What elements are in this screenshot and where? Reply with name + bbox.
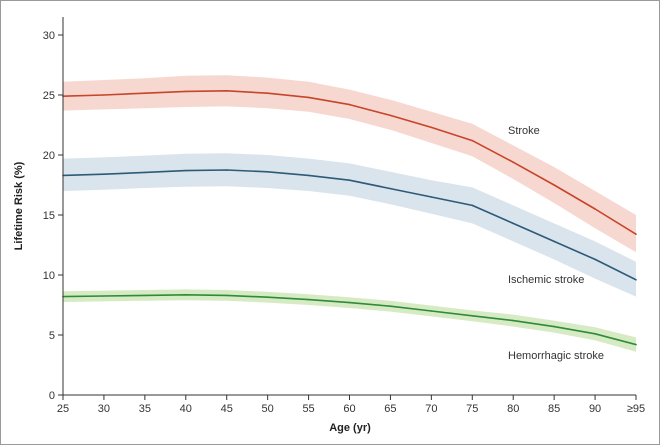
stroke-point	[225, 90, 228, 92]
y-tick-label: 15	[43, 210, 55, 222]
x-tick-label: 80	[507, 403, 519, 415]
x-tick-label: 85	[548, 403, 560, 415]
ischemic-point	[144, 171, 146, 174]
series-lines	[62, 90, 637, 346]
hemorrhagic-point	[389, 305, 392, 308]
hemorrhagic-point	[266, 296, 269, 299]
ischemic-point	[635, 279, 637, 281]
y-tick-label: 5	[49, 330, 55, 342]
hemorrhagic-point	[103, 295, 105, 297]
y-tick-label: 30	[43, 30, 55, 42]
stroke-point	[144, 92, 146, 94]
stroke-point	[430, 126, 433, 129]
x-axis-title: Age (yr)	[329, 422, 371, 434]
stroke-point	[553, 184, 555, 186]
y-tick-label: 25	[43, 90, 55, 102]
x-tick-label: 45	[221, 403, 233, 415]
stroke-point	[103, 94, 105, 96]
hemorrhagic-point	[144, 294, 146, 297]
x-tick-label: 70	[425, 403, 437, 415]
hemorrhagic-point	[594, 333, 596, 335]
y-ticks: 0 5 10 15 20 25 30	[43, 30, 63, 402]
x-tick-label: 25	[57, 403, 69, 415]
stroke-point	[348, 103, 351, 106]
hemorrhagic-stroke-series-label: Hemorrhagic stroke	[508, 350, 604, 362]
ischemic-point	[185, 169, 187, 172]
x-tick-label: 90	[589, 403, 601, 415]
x-tick-label: 75	[466, 403, 478, 415]
ischemic-point	[594, 258, 596, 261]
hemorrhagic-point	[553, 325, 555, 328]
x-tick-label: 35	[139, 403, 151, 415]
x-tick-label: 50	[262, 403, 274, 415]
hemorrhagic-confidence-band	[63, 289, 636, 352]
ischemic-point	[471, 204, 474, 207]
hemorrhagic-point	[635, 343, 637, 346]
x-tick-label: 30	[98, 403, 110, 415]
x-tick-label: 60	[343, 403, 355, 415]
hemorrhagic-point	[430, 310, 433, 312]
hemorrhagic-point	[185, 294, 187, 296]
stroke-confidence-band	[63, 75, 636, 253]
y-tick-label: 20	[43, 150, 55, 162]
axes	[62, 17, 636, 396]
hemorrhagic-point	[512, 319, 514, 322]
y-tick-label: 0	[49, 390, 55, 402]
stroke-point	[307, 96, 310, 99]
hemorrhagic-point	[307, 298, 310, 301]
y-tick-label: 10	[43, 270, 55, 282]
hemorrhagic-point	[225, 294, 228, 297]
stroke-point	[266, 92, 269, 94]
ischemic-point	[512, 222, 514, 225]
x-tick-label: ≥95	[627, 403, 645, 415]
ischemic-point	[103, 173, 105, 175]
ischemic-confidence-band	[63, 153, 636, 297]
stroke-point	[512, 161, 514, 163]
x-ticks: 25 30 35 40 45 50 55 60 65 70 75 80 85 90 ≥95	[57, 395, 645, 415]
ischemic-point	[266, 171, 269, 173]
stroke-point	[389, 114, 392, 117]
ischemic-point	[307, 174, 310, 177]
ischemic-point	[430, 196, 433, 198]
ischemic-point	[389, 187, 392, 190]
x-tick-label: 55	[302, 403, 314, 415]
stroke-point	[635, 233, 637, 235]
confidence-bands	[63, 75, 636, 352]
ischemic-point	[225, 169, 228, 171]
ischemic-point	[348, 179, 351, 181]
ischemic-point	[553, 240, 555, 243]
x-tick-label: 40	[180, 403, 192, 415]
stroke-point	[594, 208, 596, 210]
hemorrhagic-point	[471, 315, 474, 317]
stroke-point	[471, 139, 474, 142]
x-tick-label: 65	[384, 403, 396, 415]
stroke-point	[185, 90, 187, 93]
ischemic-stroke-series-label: Ischemic stroke	[508, 274, 584, 286]
y-axis-title: Lifetime Risk (%)	[13, 161, 25, 250]
hemorrhagic-point	[348, 301, 351, 304]
stroke-series-label: Stroke	[508, 125, 540, 137]
